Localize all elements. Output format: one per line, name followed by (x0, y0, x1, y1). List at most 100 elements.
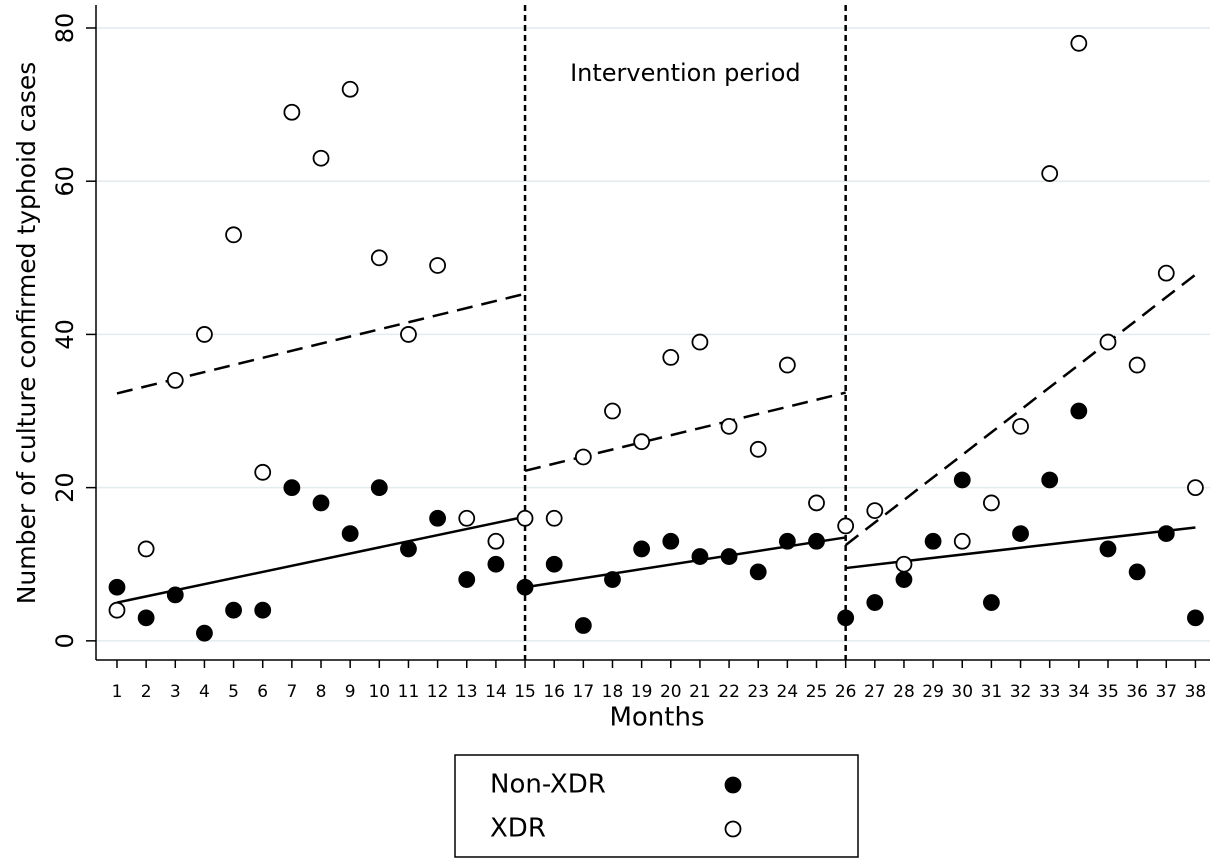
annotation: Intervention period (570, 59, 801, 87)
x-tick-label: 30 (951, 682, 973, 702)
x-tick-label: 31 (981, 682, 1003, 702)
x-tick-label: 26 (835, 682, 857, 702)
x-tick-label: 12 (427, 682, 449, 702)
data-point (1041, 471, 1059, 489)
data-point (545, 509, 563, 527)
data-point (720, 417, 738, 435)
data-point (370, 249, 388, 267)
x-tick-label: 15 (514, 682, 536, 702)
x-tick-label: 21 (689, 682, 711, 702)
data-point (953, 532, 971, 550)
x-tick-label: 4 (199, 682, 210, 702)
x-tick-label: 6 (257, 682, 268, 702)
data-point (1099, 540, 1117, 558)
trend-line (524, 536, 846, 589)
data-point (778, 532, 796, 550)
x-tick-label: 8 (316, 682, 327, 702)
x-tick-label: 10 (368, 682, 390, 702)
legend-marker (724, 776, 742, 794)
data-point (429, 509, 447, 527)
y-axis-label: Number of culture confirmed typhoid case… (12, 62, 41, 605)
x-tick-label: 36 (1126, 682, 1148, 702)
data-point (370, 479, 388, 497)
data-point (837, 517, 855, 535)
x-tick-label: 18 (602, 682, 624, 702)
y-tick-label: 60 (51, 166, 79, 197)
data-point (953, 471, 971, 489)
data-point (545, 555, 563, 573)
data-point (283, 103, 301, 121)
data-point (1070, 34, 1088, 52)
data-point (225, 226, 242, 244)
data-point (866, 594, 884, 611)
data-point (254, 601, 272, 619)
data-point (662, 348, 680, 366)
data-point (1099, 333, 1117, 351)
data-point (808, 494, 825, 512)
x-tick-label: 3 (170, 682, 181, 702)
data-point (633, 433, 651, 451)
x-tick-label: 17 (573, 682, 595, 702)
x-tick-label: 28 (893, 682, 915, 702)
x-tick-label: 24 (777, 682, 799, 702)
x-tick-label: 38 (1185, 682, 1207, 702)
x-tick-label: 27 (864, 682, 886, 702)
data-point (574, 448, 592, 466)
x-tick-label: 22 (718, 682, 740, 702)
data-point (837, 609, 855, 627)
data-point (604, 571, 621, 588)
data-point (1128, 563, 1146, 581)
trend-line (844, 273, 1197, 547)
data-point (137, 609, 155, 627)
data-point (1128, 356, 1146, 374)
data-point (1070, 402, 1088, 420)
data-point (1157, 264, 1175, 282)
data-point (516, 509, 534, 527)
x-tick-label: 7 (286, 682, 297, 702)
x-tick-label: 14 (485, 682, 507, 702)
data-point (1157, 525, 1175, 542)
data-point (574, 617, 592, 634)
x-tick-label: 1 (112, 682, 123, 702)
data-point (516, 578, 534, 596)
data-point (749, 440, 767, 458)
data-point (312, 149, 330, 167)
data-point (1187, 479, 1204, 497)
data-point (691, 548, 709, 565)
x-tick-label: 35 (1097, 682, 1119, 702)
data-point (982, 594, 1000, 611)
trend-line (524, 391, 846, 472)
data-point (924, 532, 942, 550)
data-point (108, 578, 126, 596)
data-point (196, 624, 213, 642)
y-tick-label: 0 (51, 633, 79, 648)
x-tick-label: 29 (922, 682, 944, 702)
x-tick-label: 25 (806, 682, 828, 702)
legend-box (454, 754, 859, 858)
trend-line (116, 515, 526, 604)
y-tick-label: 20 (51, 472, 79, 503)
data-point (108, 601, 126, 619)
x-tick-label: 2 (141, 682, 152, 702)
x-tick-label: 23 (747, 682, 769, 702)
data-point (895, 555, 913, 573)
data-point (196, 326, 213, 343)
trend-line (116, 292, 526, 395)
data-point (662, 532, 680, 550)
x-tick-label: 32 (1010, 682, 1032, 702)
x-tick-label: 19 (631, 682, 653, 702)
x-tick-label: 13 (456, 682, 478, 702)
data-point (487, 532, 505, 550)
x-tick-label: 9 (345, 682, 356, 702)
data-point (778, 356, 796, 374)
x-tick-label: 16 (543, 682, 565, 702)
data-point (691, 333, 709, 351)
data-point (458, 571, 476, 588)
data-point (225, 601, 242, 619)
y-tick-label: 40 (51, 319, 79, 350)
y-tick-label: 80 (51, 13, 79, 44)
data-point (137, 540, 155, 558)
data-point (166, 586, 184, 604)
data-point (487, 555, 505, 573)
